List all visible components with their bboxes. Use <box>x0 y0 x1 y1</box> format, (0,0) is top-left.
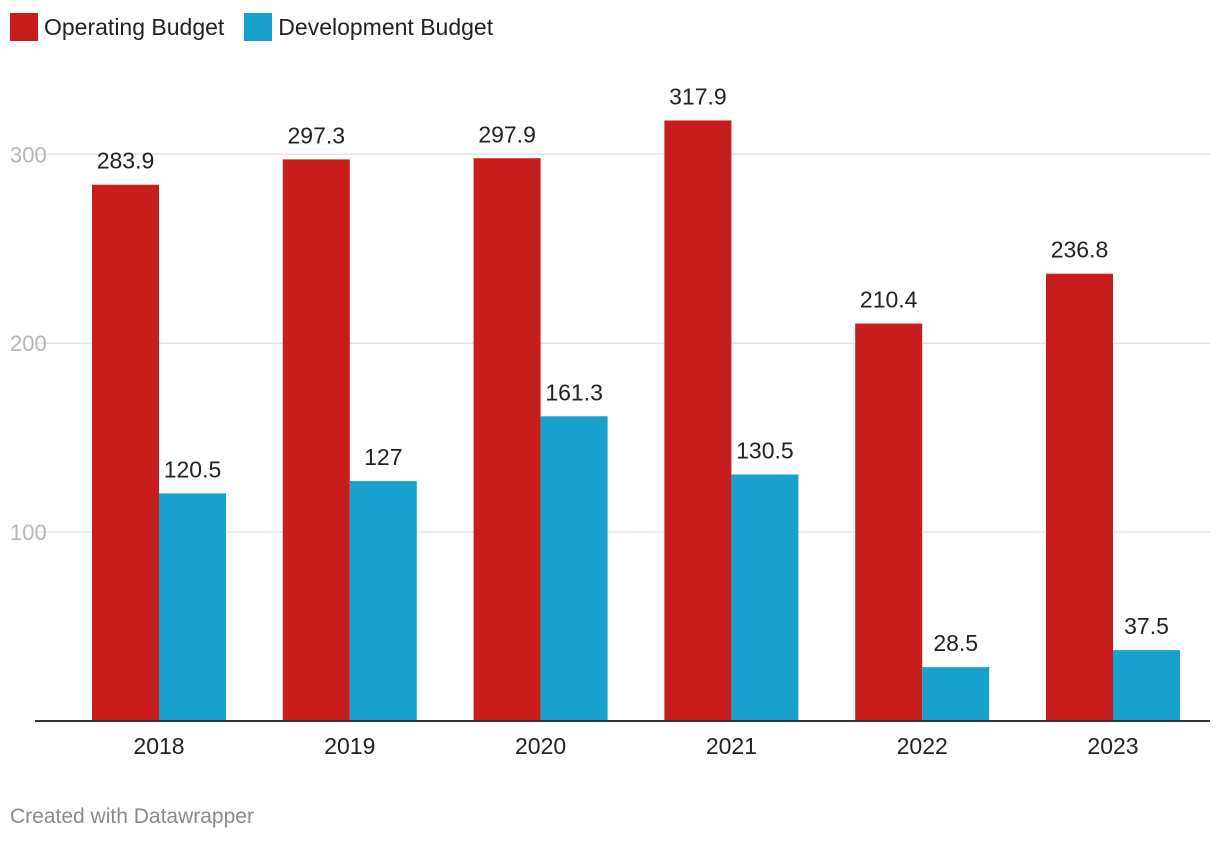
value-label-development-budget-2020: 161.3 <box>545 379 603 405</box>
legend-item-operating-budget: Operating Budget <box>10 13 224 41</box>
bar-development-budget-2018 <box>159 493 226 721</box>
legend-label-development: Development Budget <box>278 13 494 40</box>
legend: Operating Budget Development Budget <box>10 10 513 44</box>
value-label-development-budget-2019: 127 <box>364 444 402 470</box>
legend-swatch-operating <box>10 13 38 41</box>
value-label-operating-budget-2019: 297.3 <box>288 122 346 148</box>
value-label-operating-budget-2018: 283.9 <box>97 148 155 174</box>
x-tick-label-2022: 2022 <box>897 733 948 759</box>
value-label-development-budget-2018: 120.5 <box>164 456 222 482</box>
bar-operating-budget-2022 <box>855 323 923 721</box>
bar-operating-budget-2019 <box>282 159 350 722</box>
legend-label-operating: Operating Budget <box>44 13 225 40</box>
value-label-development-budget-2023: 37.5 <box>1124 613 1169 639</box>
legend-swatch-development <box>244 13 273 41</box>
y-tick-label-100: 100 <box>10 520 47 545</box>
x-tick-label-2018: 2018 <box>133 733 184 759</box>
value-label-operating-budget-2023: 236.8 <box>1051 237 1109 263</box>
legend-item-development-budget: Development Budget <box>244 13 493 41</box>
value-label-operating-budget-2022: 210.4 <box>860 287 918 313</box>
y-tick-label-200: 200 <box>10 331 47 356</box>
bar-operating-budget-2018 <box>92 184 159 722</box>
y-tick-label-300: 300 <box>10 142 47 167</box>
bar-development-budget-2019 <box>349 481 417 721</box>
x-tick-label-2019: 2019 <box>324 733 375 759</box>
bar-operating-budget-2020 <box>473 158 541 721</box>
x-tick-label-2021: 2021 <box>706 733 757 759</box>
x-tick-label-2023: 2023 <box>1087 733 1138 759</box>
x-tick-label-2020: 2020 <box>515 733 566 759</box>
value-label-operating-budget-2021: 317.9 <box>669 83 727 109</box>
footer-credit: Created with Datawrapper <box>10 805 254 828</box>
bar-operating-budget-2023 <box>1046 273 1113 721</box>
bar-operating-budget-2021 <box>664 120 732 722</box>
value-label-development-budget-2022: 28.5 <box>933 630 978 656</box>
bar-development-budget-2021 <box>731 474 799 721</box>
value-label-development-budget-2021: 130.5 <box>736 437 794 463</box>
bar-development-budget-2023 <box>1113 650 1180 721</box>
bar-development-budget-2022 <box>922 667 990 721</box>
bar-development-budget-2020 <box>540 416 608 721</box>
value-label-operating-budget-2020: 297.9 <box>478 121 536 147</box>
